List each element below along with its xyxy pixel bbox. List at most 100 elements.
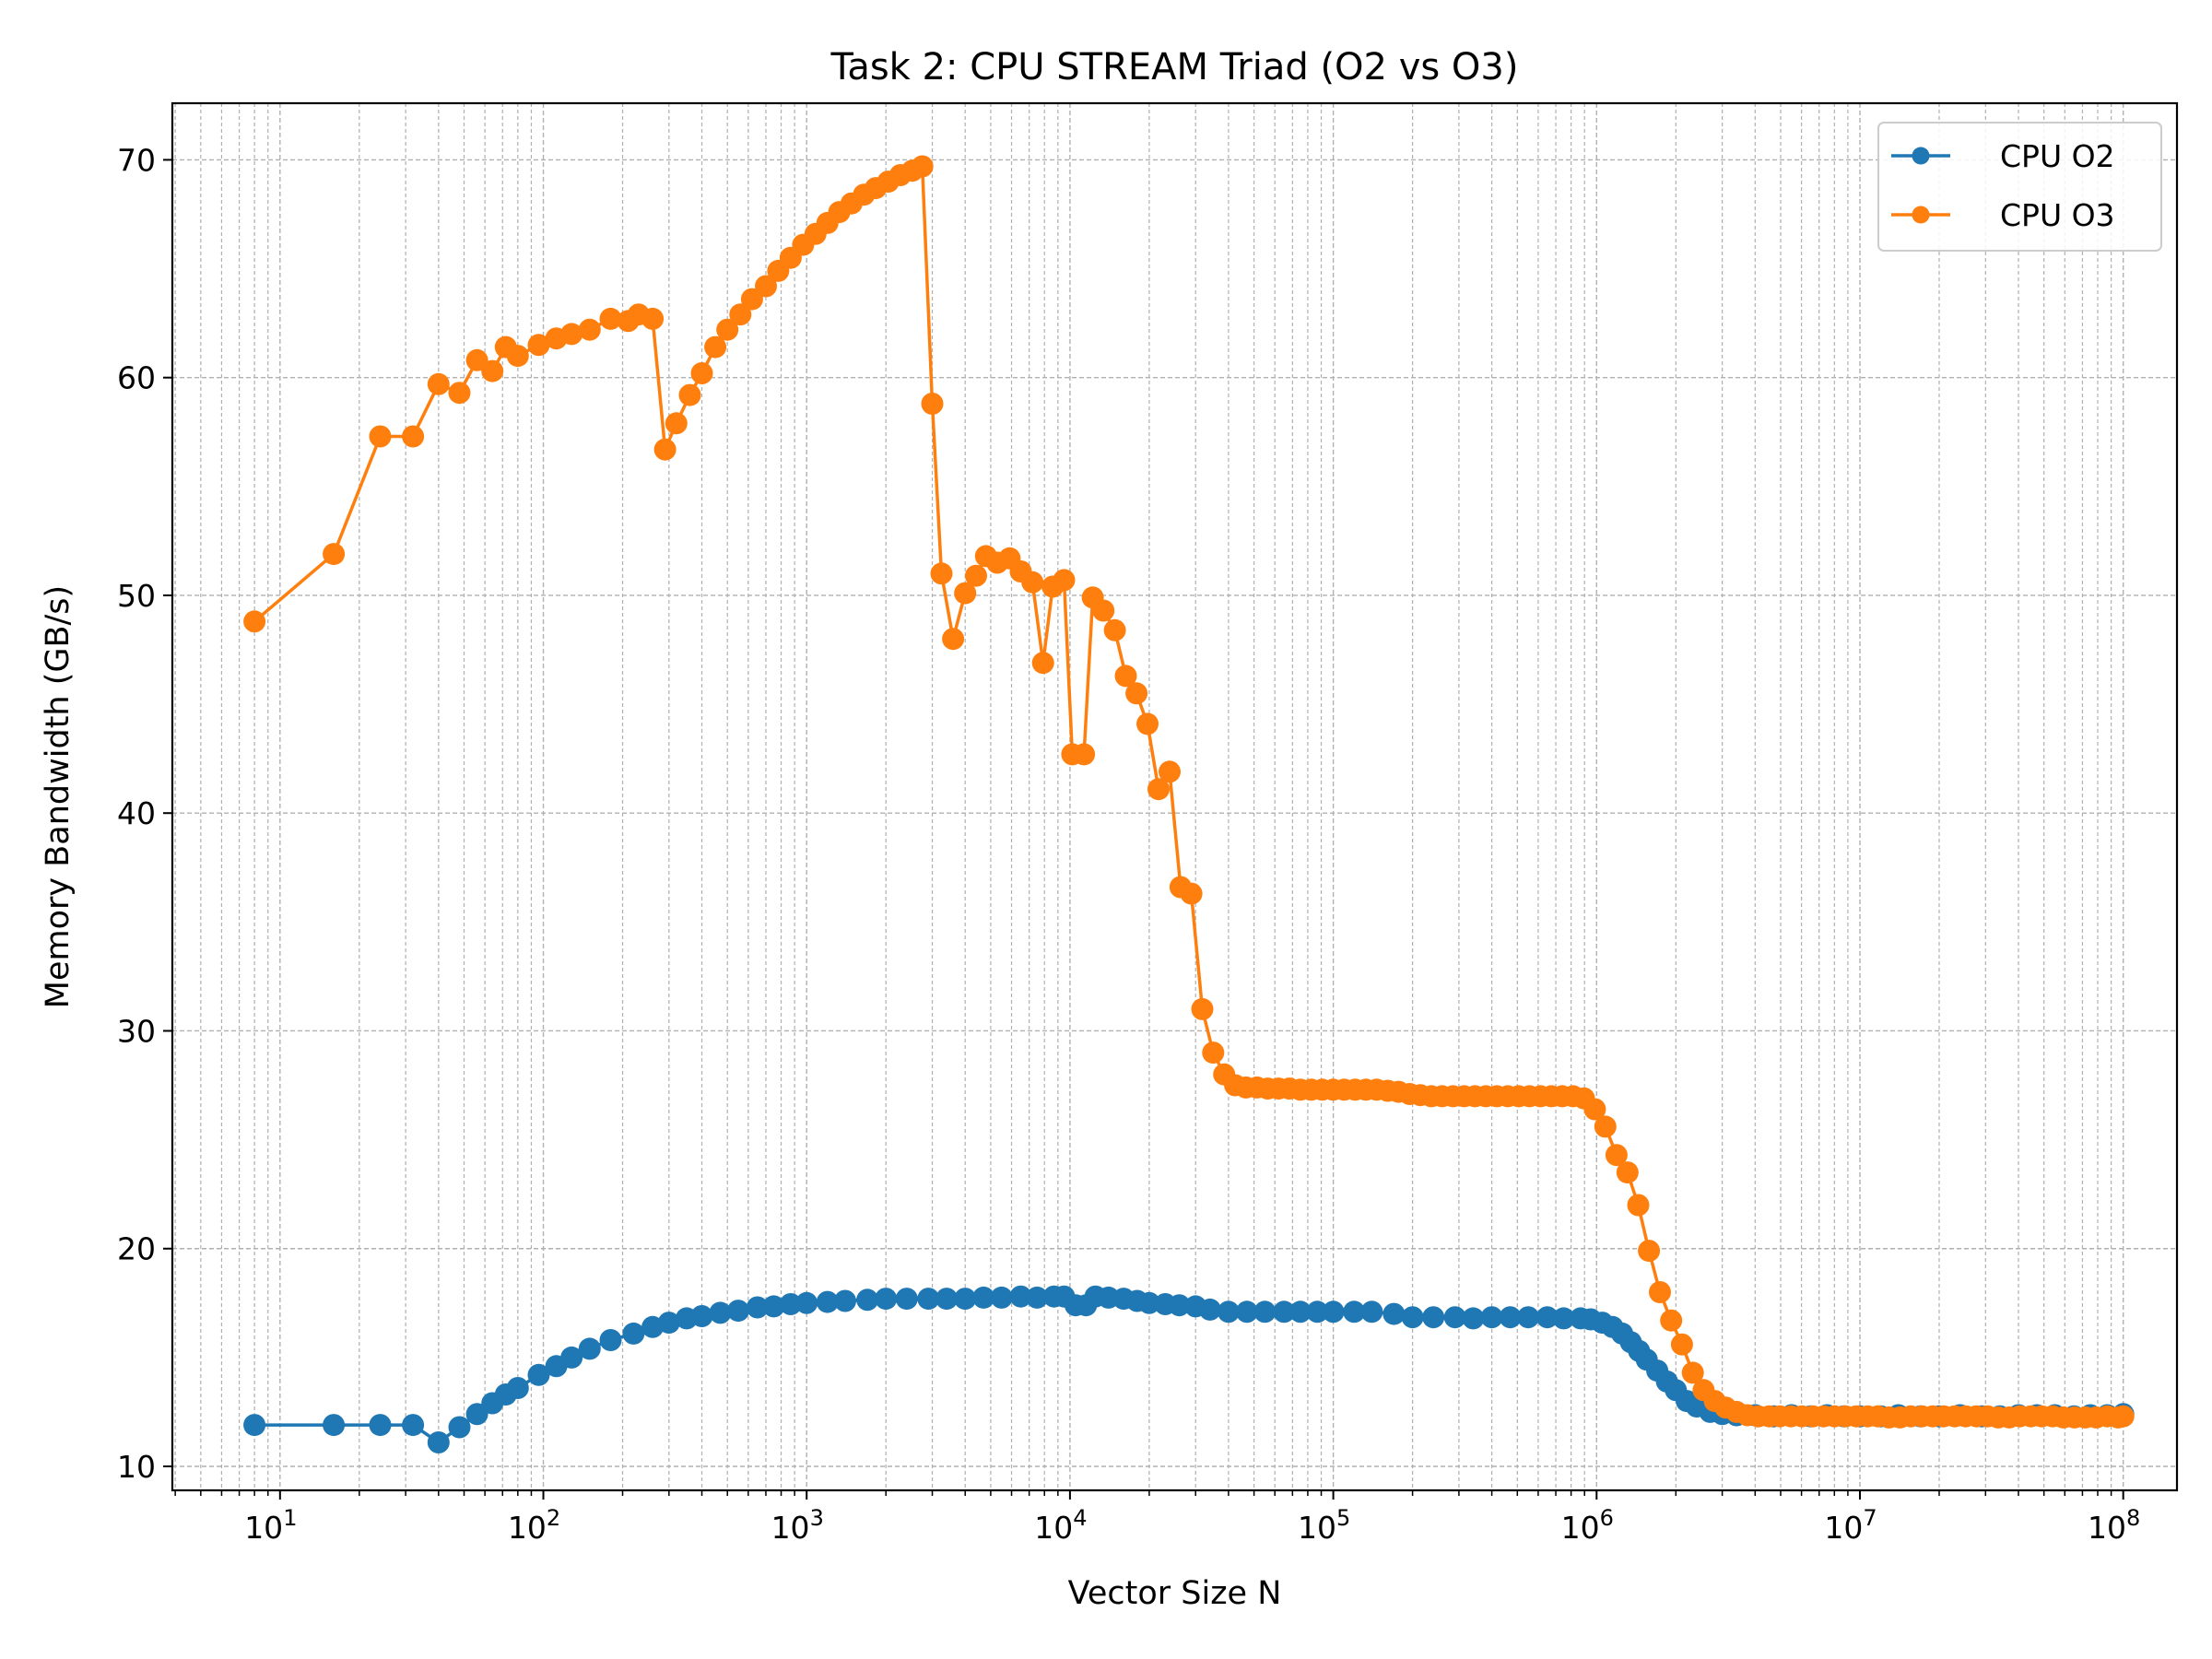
data-point-o3 — [1638, 1240, 1661, 1263]
data-point-o2 — [1360, 1300, 1383, 1324]
data-point-o3 — [1147, 778, 1170, 801]
data-point-o3 — [755, 275, 777, 298]
data-point-o3 — [369, 425, 392, 448]
data-point-o3 — [1605, 1144, 1628, 1167]
data-point-o3 — [1103, 618, 1126, 641]
data-point-o2 — [402, 1414, 425, 1437]
data-point-o2 — [795, 1291, 818, 1314]
data-point-o2 — [1253, 1300, 1277, 1324]
data-point-o3 — [1125, 682, 1148, 705]
data-point-o2 — [1288, 1300, 1312, 1324]
data-point-o2 — [1535, 1306, 1559, 1329]
data-point-o3 — [1191, 997, 1214, 1020]
x-tick-label: 105 — [1298, 1505, 1350, 1546]
legend-label-o3: CPU O3 — [2000, 197, 2115, 233]
data-point-o2 — [1462, 1307, 1485, 1330]
data-point-o2 — [657, 1312, 680, 1335]
data-point-o3 — [930, 562, 953, 585]
legend-marker-o2 — [1912, 147, 1930, 165]
data-point-o2 — [1168, 1294, 1191, 1317]
data-point-o3 — [641, 307, 665, 330]
data-point-o3 — [427, 372, 450, 395]
x-tick-label: 103 — [771, 1505, 824, 1546]
data-point-o3 — [506, 345, 529, 368]
data-point-o3 — [1649, 1281, 1671, 1303]
data-point-o3 — [1202, 1041, 1225, 1065]
data-point-o2 — [1382, 1302, 1406, 1325]
data-point-o3 — [921, 393, 944, 415]
data-point-o3 — [599, 307, 622, 330]
data-point-o2 — [954, 1288, 977, 1311]
data-point-o3 — [2112, 1405, 2135, 1428]
data-point-o2 — [369, 1414, 392, 1437]
data-point-o2 — [465, 1403, 488, 1426]
data-point-o3 — [323, 543, 346, 566]
data-point-o3 — [527, 334, 550, 357]
data-point-o3 — [402, 425, 425, 448]
data-point-o3 — [1594, 1115, 1617, 1138]
data-point-o3 — [578, 318, 601, 341]
data-point-o2 — [448, 1416, 471, 1439]
y-tick-label: 20 — [117, 1231, 156, 1267]
data-point-o2 — [1552, 1307, 1575, 1330]
data-point-o2 — [323, 1414, 346, 1437]
data-point-o2 — [1517, 1306, 1540, 1329]
data-point-o2 — [1422, 1306, 1445, 1329]
data-point-o3 — [1136, 712, 1159, 735]
data-point-o2 — [972, 1286, 995, 1309]
axis-ticks: 101 102 103 104 105 106 107 108 10 20 30 40 50 60 70 — [117, 142, 2140, 1546]
data-point-o3 — [1627, 1194, 1650, 1217]
series-o3 — [243, 155, 2135, 1429]
series-o2 — [243, 1285, 2135, 1453]
data-point-o3 — [465, 348, 488, 371]
data-point-o2 — [917, 1288, 940, 1311]
data-point-o2 — [1343, 1300, 1366, 1324]
data-point-o2 — [1443, 1306, 1466, 1329]
data-point-o2 — [560, 1346, 583, 1369]
data-point-o3 — [1159, 760, 1181, 783]
data-point-o2 — [427, 1431, 450, 1453]
x-tick-label: 107 — [1824, 1505, 1877, 1546]
data-point-o3 — [1583, 1098, 1606, 1121]
data-point-o2 — [1322, 1300, 1345, 1324]
data-point-o2 — [746, 1296, 769, 1319]
data-point-o2 — [856, 1288, 879, 1312]
y-tick-label: 70 — [117, 142, 156, 178]
data-point-o3 — [729, 303, 752, 326]
data-point-o3 — [1660, 1309, 1683, 1332]
data-point-o3 — [942, 628, 965, 651]
legend: CPU O2 CPU O3 — [1877, 122, 2162, 252]
data-point-o2 — [1306, 1300, 1329, 1324]
data-point-o2 — [506, 1377, 529, 1399]
data-point-o2 — [762, 1295, 785, 1318]
data-point-o2 — [727, 1300, 749, 1323]
y-tick-label: 40 — [117, 795, 156, 831]
y-tick-label: 50 — [117, 578, 156, 614]
data-point-o2 — [527, 1363, 550, 1386]
data-point-o3 — [1073, 743, 1096, 766]
y-tick-label: 30 — [117, 1013, 156, 1049]
x-tick-label: 102 — [508, 1505, 560, 1546]
data-point-o2 — [1217, 1300, 1240, 1324]
legend-label-o2: CPU O2 — [2000, 138, 2115, 174]
data-point-o2 — [690, 1305, 713, 1327]
x-tick-label: 104 — [1034, 1505, 1087, 1546]
data-point-o2 — [779, 1293, 802, 1315]
grid-lines — [172, 103, 2177, 1490]
data-point-o3 — [1670, 1333, 1693, 1356]
data-point-o3 — [1092, 599, 1115, 622]
data-point-o3 — [448, 382, 471, 405]
data-point-o3 — [1114, 665, 1137, 688]
x-axis-label: Vector Size N — [1068, 1575, 1282, 1612]
data-point-o3 — [243, 610, 266, 633]
data-point-o2 — [834, 1289, 856, 1312]
data-point-o2 — [1235, 1300, 1258, 1324]
data-point-o3 — [1180, 882, 1203, 905]
data-point-o3 — [665, 412, 688, 435]
data-point-o3 — [1681, 1361, 1704, 1384]
data-point-o2 — [1273, 1300, 1296, 1324]
data-point-o3 — [481, 359, 504, 382]
data-point-o2 — [875, 1288, 898, 1311]
data-point-o3 — [965, 564, 987, 587]
data-point-o2 — [599, 1329, 622, 1351]
